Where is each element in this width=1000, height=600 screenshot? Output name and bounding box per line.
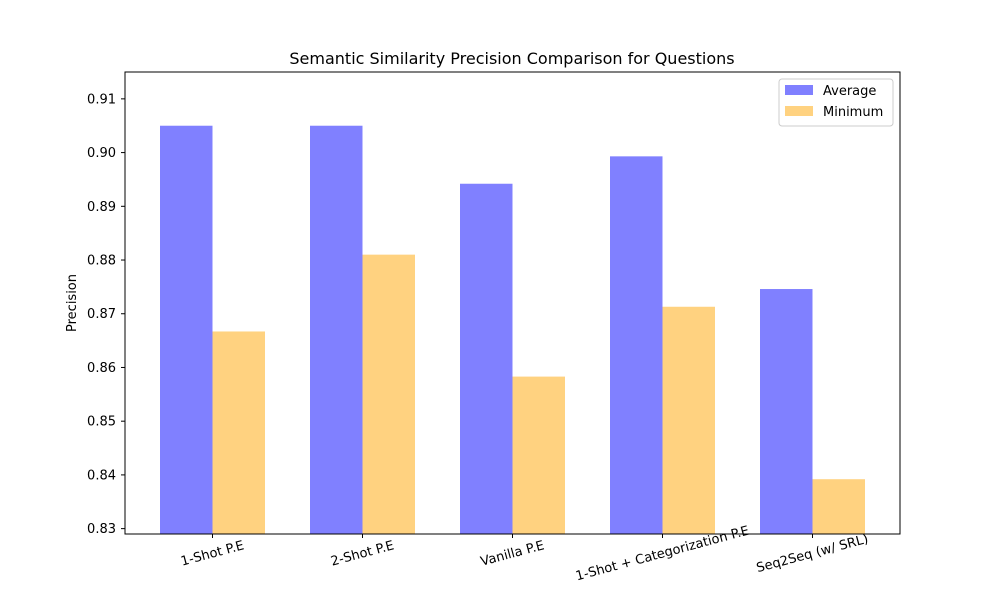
- y-tick-label: 0.86: [87, 361, 116, 376]
- bars: [160, 125, 865, 534]
- bar-minimum-2-shot-p-e: [362, 254, 415, 534]
- bar-minimum-vanilla-p-e: [512, 376, 565, 534]
- bar-minimum-1-shot-p-e: [212, 331, 265, 534]
- y-tick-label: 0.87: [87, 307, 116, 322]
- legend: Average Minimum: [778, 78, 894, 127]
- bar-average-1-shot-p-e: [160, 125, 213, 534]
- legend-swatch-minimum: [785, 106, 813, 116]
- y-tick-label: 0.83: [87, 522, 116, 537]
- legend-label-minimum: Minimum: [823, 105, 883, 120]
- y-axis-label: Precision: [65, 274, 80, 332]
- y-tick-label: 0.90: [87, 146, 116, 161]
- y-tick-label: 0.84: [87, 468, 116, 483]
- y-tick-label: 0.89: [87, 200, 116, 215]
- bar-average-seq2seq-w-srl: [760, 289, 813, 534]
- chart-title: Semantic Similarity Precision Comparison…: [289, 49, 734, 68]
- legend-label-average: Average: [823, 84, 876, 99]
- bar-minimum-seq2seq-w-srl: [812, 479, 865, 534]
- y-tick-label: 0.91: [87, 92, 116, 107]
- y-tick-label: 0.85: [87, 415, 116, 430]
- bar-average-vanilla-p-e: [460, 183, 513, 534]
- bar-average-1-shot-categorization-p-e: [610, 156, 663, 534]
- bar-average-2-shot-p-e: [310, 125, 363, 534]
- legend-swatch-average: [785, 85, 813, 95]
- y-axis: 0.83 0.84 0.85 0.86 0.87 0.88 0.89 0.90 0.91: [87, 92, 125, 537]
- y-tick-label: 0.88: [87, 254, 116, 269]
- bar-minimum-1-shot-categorization-p-e: [662, 306, 715, 534]
